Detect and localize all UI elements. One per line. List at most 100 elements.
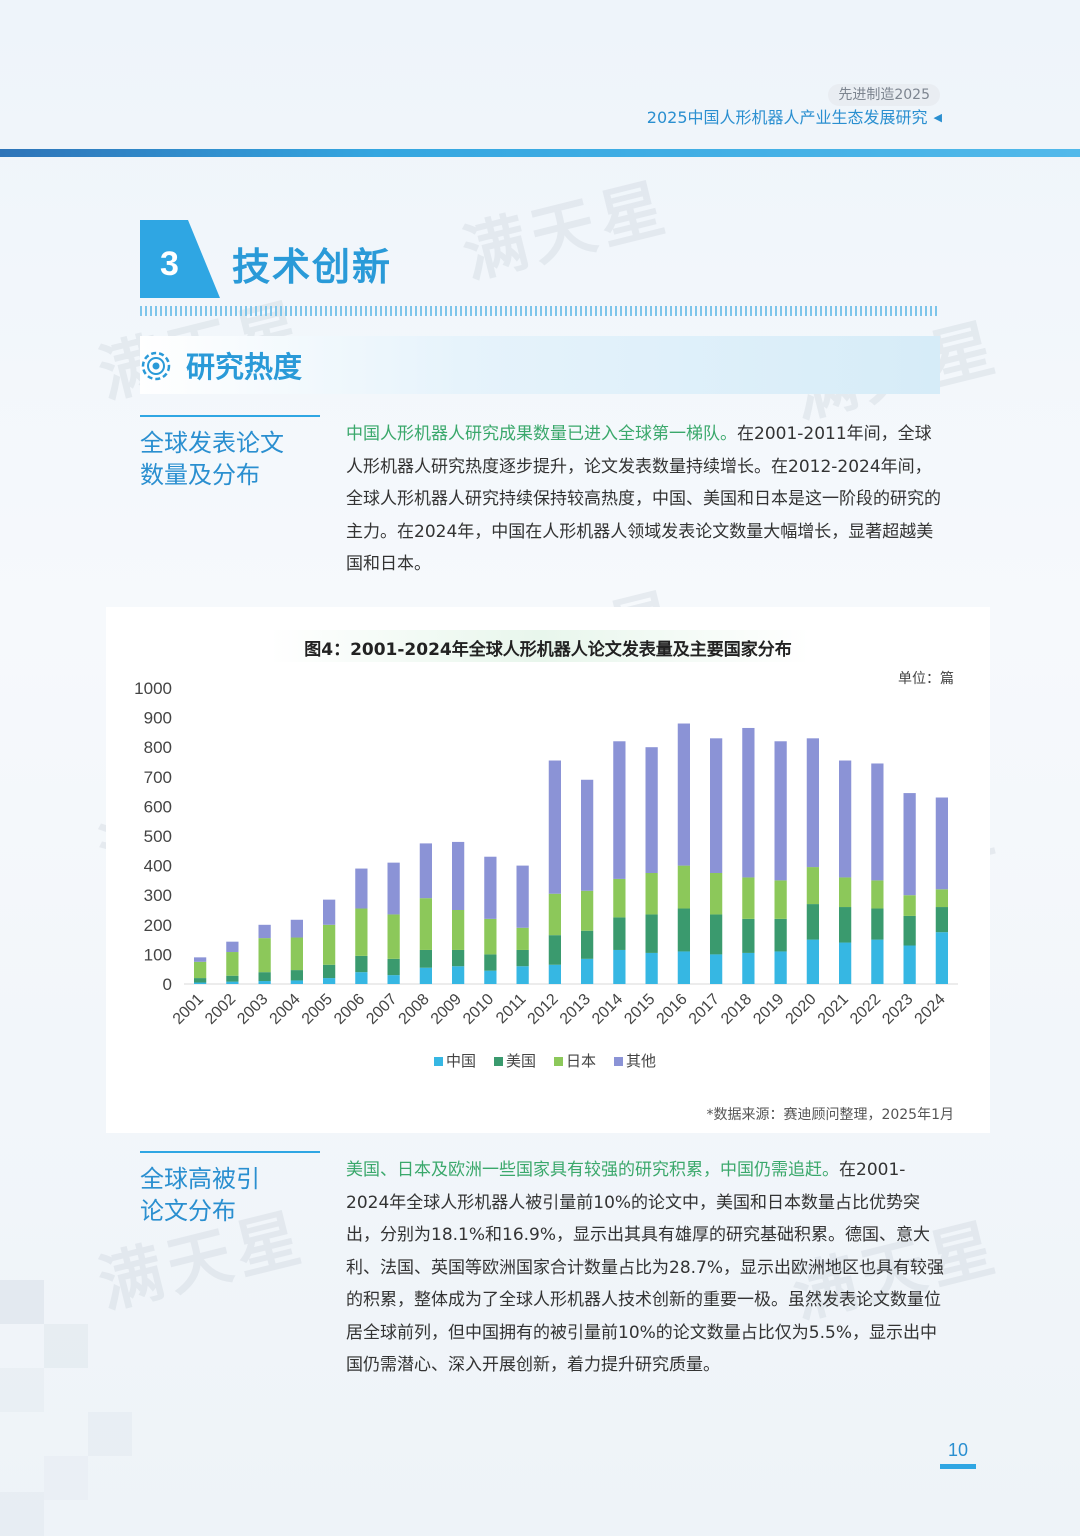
bar-segment-2017 [709, 954, 723, 984]
x-tick-label: 2022 [847, 991, 884, 1028]
x-tick-label: 2019 [750, 991, 787, 1028]
bar-segment-2011 [516, 949, 529, 967]
bar-segment-2004 [290, 970, 304, 981]
bar-segment-2015 [645, 873, 658, 915]
bar-segment-2014 [613, 917, 626, 950]
decor-pixel [0, 1492, 44, 1536]
y-tick-label: 0 [163, 975, 172, 994]
bar-segment-2012 [548, 935, 562, 965]
x-tick-label: 2018 [718, 991, 755, 1028]
bar-segment-2009 [451, 966, 465, 984]
x-tick-label: 2023 [879, 991, 916, 1028]
decor-pixel [88, 1412, 132, 1456]
side-heading-line: 论文分布 [140, 1197, 236, 1225]
y-tick-label: 800 [144, 738, 172, 757]
x-tick-label: 2020 [783, 991, 820, 1028]
chart-title: 图4：2001-2024年全球人形机器人论文发表量及主要国家分布 [304, 640, 792, 660]
bar-segment-2005 [322, 978, 336, 984]
bar-segment-2018 [742, 727, 755, 878]
decor-pixel [44, 1456, 88, 1500]
y-tick-label: 300 [144, 886, 172, 905]
paragraph-papers: 中国人形机器人研究成果数量已进入全球第一梯队。在2001-2011年间，全球人形… [346, 418, 946, 581]
chart-source: *数据来源：赛迪顾问整理，2025年1月 [706, 1107, 954, 1123]
bar-segment-2013 [580, 779, 594, 891]
bar-segment-2009 [451, 910, 465, 950]
bar-segment-2007 [387, 975, 400, 984]
x-tick-label: 2014 [589, 991, 626, 1028]
bar-segment-2020 [806, 904, 820, 940]
series-tag: 先进制造2025 [828, 84, 940, 106]
bar-segment-2021 [838, 907, 852, 943]
bar-segment-2019 [774, 880, 787, 919]
bar-segment-2006 [355, 972, 368, 984]
x-tick-label: 2005 [299, 991, 336, 1028]
dashed-divider [140, 306, 940, 316]
x-tick-label: 2001 [170, 991, 207, 1028]
bar-segment-2002 [226, 941, 239, 953]
bar-segment-2019 [774, 951, 787, 984]
bar-segment-2001 [193, 957, 207, 962]
x-tick-label: 2004 [267, 991, 304, 1028]
bar-segment-2022 [871, 908, 884, 940]
bar-segment-2012 [548, 893, 562, 936]
stacked-bar-chart: 0 100 200 300 400 500 600 700 800 900 1000 20012002… [134, 679, 958, 1070]
bar-segment-2017 [709, 873, 723, 915]
side-heading-line: 全球高被引 [140, 1165, 260, 1193]
bar-segment-2011 [516, 927, 529, 950]
bar-segment-2016 [677, 908, 691, 952]
bar-segment-2001 [193, 982, 207, 984]
bar-segment-2024 [935, 932, 949, 984]
bar-segment-2007 [387, 914, 400, 959]
bar-segment-2006 [355, 955, 368, 973]
bar-segment-2010 [484, 954, 497, 971]
y-tick-label: 500 [144, 827, 172, 846]
bar-segment-2015 [645, 952, 658, 984]
side-heading-line: 全球发表论文 [140, 429, 284, 457]
left-triangle-icon: ◀ [933, 111, 942, 124]
paragraph-body: 在2001-2024年全球人形机器人被引量前10%的论文中，美国和日本数量占比优… [346, 1160, 945, 1375]
y-tick-label: 100 [144, 945, 172, 964]
x-tick-label: 2011 [493, 991, 529, 1027]
bar-segment-2018 [742, 952, 755, 984]
bar-segment-2005 [322, 924, 336, 965]
header-divider-bar [0, 149, 1080, 157]
bar-segment-2011 [516, 865, 529, 928]
x-tick-label: 2012 [525, 991, 562, 1028]
chart-title-band [270, 630, 810, 662]
bar-segment-2023 [903, 895, 916, 916]
legend-label: 中国 [446, 1052, 476, 1070]
bar-segment-2003 [258, 924, 271, 939]
legend-label: 日本 [566, 1052, 596, 1070]
legend-swatch [434, 1057, 443, 1066]
bar-segment-2012 [548, 964, 562, 984]
bar-segment-2004 [290, 919, 304, 938]
page-number: 10 [947, 1440, 969, 1460]
bar-segment-2022 [871, 763, 884, 881]
x-tick-label: 2009 [428, 991, 465, 1028]
bar-segment-2015 [645, 747, 658, 873]
side-heading-papers: 全球发表论文 数量及分布 [140, 415, 320, 491]
bar-segment-2013 [580, 930, 594, 959]
legend-swatch [554, 1057, 563, 1066]
bar-segment-2009 [451, 841, 465, 910]
report-title: 2025中国人形机器人产业生态发展研究 ◀ [647, 108, 942, 128]
side-heading-citations: 全球高被引 论文分布 [140, 1151, 320, 1227]
bar-segment-2021 [838, 760, 852, 878]
y-tick-label: 900 [144, 709, 172, 728]
bar-segment-2005 [322, 964, 336, 979]
bar-segment-2016 [677, 723, 691, 866]
bar-segment-2020 [806, 939, 820, 984]
paragraph-citations: 美国、日本及欧洲一些国家具有较强的研究积累，中国仍需追赶。在2001-2024年… [346, 1154, 946, 1382]
bar-segment-2001 [193, 961, 207, 979]
bar-segment-2021 [838, 942, 852, 984]
side-heading-line: 数量及分布 [140, 461, 260, 489]
bar-segment-2020 [806, 867, 820, 905]
bar-segment-2002 [226, 975, 239, 982]
bar-segment-2024 [935, 797, 949, 890]
bar-segment-2003 [258, 938, 271, 973]
bar-segment-2008 [419, 967, 433, 984]
decor-pixel [0, 1368, 44, 1412]
bar-segment-2014 [613, 741, 626, 879]
bar-segment-2022 [871, 880, 884, 909]
bar-segment-2019 [774, 918, 787, 952]
